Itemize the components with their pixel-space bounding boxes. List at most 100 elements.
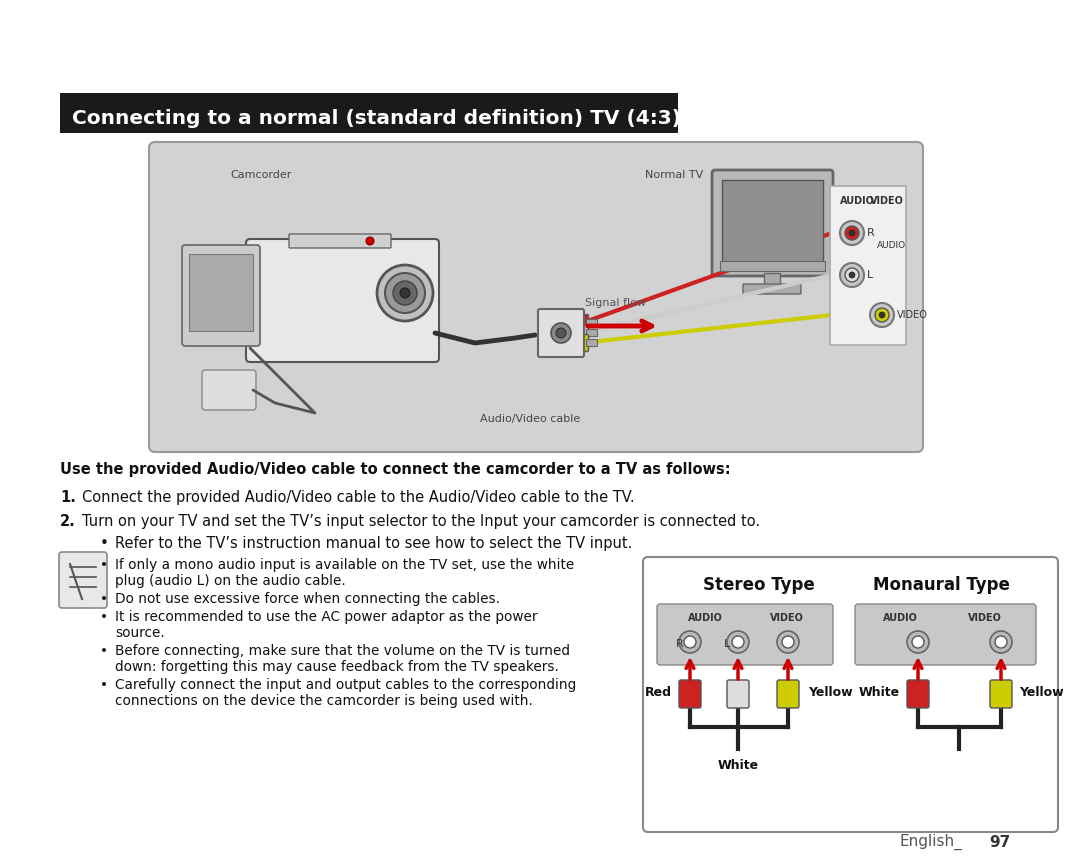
FancyBboxPatch shape	[643, 557, 1058, 832]
Circle shape	[995, 636, 1007, 648]
Text: Yellow: Yellow	[808, 686, 852, 699]
FancyBboxPatch shape	[712, 170, 833, 276]
Text: VIDEO: VIDEO	[870, 196, 904, 206]
Circle shape	[849, 230, 855, 236]
Text: Connecting to a normal (standard definition) TV (4:3): Connecting to a normal (standard definit…	[72, 108, 681, 127]
FancyBboxPatch shape	[586, 329, 597, 337]
Circle shape	[400, 288, 410, 298]
Text: It is recommended to use the AC power adaptor as the power: It is recommended to use the AC power ad…	[114, 610, 538, 624]
Text: AUDIO: AUDIO	[877, 241, 906, 249]
Text: VIDEO: VIDEO	[770, 613, 804, 623]
Circle shape	[912, 636, 924, 648]
Text: 2.: 2.	[60, 514, 76, 529]
FancyBboxPatch shape	[183, 245, 260, 346]
Circle shape	[384, 273, 426, 313]
FancyBboxPatch shape	[566, 325, 589, 341]
Circle shape	[377, 265, 433, 321]
FancyBboxPatch shape	[149, 142, 923, 452]
Text: Do not use excessive force when connecting the cables.: Do not use excessive force when connecti…	[114, 592, 500, 606]
Text: Carefully connect the input and output cables to the corresponding: Carefully connect the input and output c…	[114, 678, 577, 692]
Circle shape	[875, 308, 889, 322]
Circle shape	[732, 636, 744, 648]
Text: VIDEO: VIDEO	[968, 613, 1002, 623]
Circle shape	[990, 631, 1012, 653]
Text: Connect the provided Audio/Video cable to the Audio/Video cable to the TV.: Connect the provided Audio/Video cable t…	[82, 490, 635, 505]
FancyBboxPatch shape	[60, 93, 678, 133]
Text: VIDEO: VIDEO	[897, 310, 928, 320]
Circle shape	[870, 303, 894, 327]
Circle shape	[879, 312, 885, 318]
Text: AUDIO: AUDIO	[688, 613, 723, 623]
Text: L: L	[867, 270, 874, 280]
Text: Refer to the TV’s instruction manual to see how to select the TV input.: Refer to the TV’s instruction manual to …	[114, 536, 633, 551]
Text: 1.: 1.	[60, 490, 76, 505]
Text: down: forgetting this may cause feedback from the TV speakers.: down: forgetting this may cause feedback…	[114, 660, 558, 674]
FancyBboxPatch shape	[720, 261, 825, 271]
Text: 97: 97	[989, 835, 1010, 850]
FancyBboxPatch shape	[246, 239, 438, 362]
FancyBboxPatch shape	[831, 186, 906, 345]
Text: •: •	[100, 592, 108, 606]
Text: Turn on your TV and set the TV’s input selector to the Input your camcorder is c: Turn on your TV and set the TV’s input s…	[82, 514, 760, 529]
Circle shape	[393, 281, 417, 305]
Circle shape	[840, 221, 864, 245]
Circle shape	[845, 226, 859, 240]
Text: •: •	[100, 644, 108, 658]
Text: Use the provided Audio/Video cable to connect the camcorder to a TV as follows:: Use the provided Audio/Video cable to co…	[60, 462, 731, 477]
FancyBboxPatch shape	[538, 309, 584, 357]
Text: Yellow: Yellow	[1020, 686, 1064, 699]
FancyBboxPatch shape	[723, 180, 823, 262]
Text: source.: source.	[114, 626, 165, 640]
FancyBboxPatch shape	[679, 680, 701, 708]
FancyBboxPatch shape	[855, 604, 1036, 665]
Circle shape	[777, 631, 799, 653]
Circle shape	[849, 272, 855, 278]
Text: AUDIO: AUDIO	[840, 196, 875, 206]
FancyBboxPatch shape	[990, 680, 1012, 708]
FancyBboxPatch shape	[289, 234, 391, 248]
Text: Signal flow: Signal flow	[585, 298, 646, 308]
Text: R: R	[676, 639, 684, 649]
Text: AUDIO: AUDIO	[883, 613, 918, 623]
FancyBboxPatch shape	[586, 320, 597, 326]
Circle shape	[840, 263, 864, 287]
FancyBboxPatch shape	[189, 254, 253, 331]
FancyBboxPatch shape	[743, 284, 801, 294]
FancyBboxPatch shape	[202, 370, 256, 410]
Text: •: •	[100, 610, 108, 624]
Text: Before connecting, make sure that the volume on the TV is turned: Before connecting, make sure that the vo…	[114, 644, 570, 658]
Text: plug (audio L) on the audio cable.: plug (audio L) on the audio cable.	[114, 574, 346, 588]
Circle shape	[556, 328, 566, 338]
FancyBboxPatch shape	[777, 680, 799, 708]
FancyBboxPatch shape	[907, 680, 929, 708]
Text: •: •	[100, 678, 108, 692]
Text: If only a mono audio input is available on the TV set, use the white: If only a mono audio input is available …	[114, 558, 575, 572]
Circle shape	[679, 631, 701, 653]
Text: L: L	[724, 639, 730, 649]
FancyBboxPatch shape	[586, 339, 597, 346]
Text: Audio/Video cable: Audio/Video cable	[480, 414, 580, 424]
FancyBboxPatch shape	[657, 604, 833, 665]
Circle shape	[845, 268, 859, 282]
FancyBboxPatch shape	[59, 552, 107, 608]
Text: Stereo Type: Stereo Type	[703, 576, 814, 594]
Text: English_: English_	[900, 834, 962, 850]
Text: White: White	[717, 759, 758, 772]
Text: •: •	[100, 558, 108, 572]
Text: R: R	[867, 228, 875, 238]
Text: connections on the device the camcorder is being used with.: connections on the device the camcorder …	[114, 694, 532, 708]
Circle shape	[551, 323, 571, 343]
Text: White: White	[859, 686, 900, 699]
Text: Monaural Type: Monaural Type	[873, 576, 1010, 594]
FancyBboxPatch shape	[566, 334, 589, 352]
FancyBboxPatch shape	[566, 314, 589, 332]
Circle shape	[782, 636, 794, 648]
Text: Camcorder: Camcorder	[230, 170, 292, 180]
Text: Red: Red	[645, 686, 672, 699]
Text: Normal TV: Normal TV	[645, 170, 703, 180]
Circle shape	[684, 636, 696, 648]
FancyBboxPatch shape	[727, 680, 750, 708]
Bar	[764, 273, 780, 287]
Text: •: •	[100, 536, 109, 551]
Circle shape	[366, 237, 374, 245]
